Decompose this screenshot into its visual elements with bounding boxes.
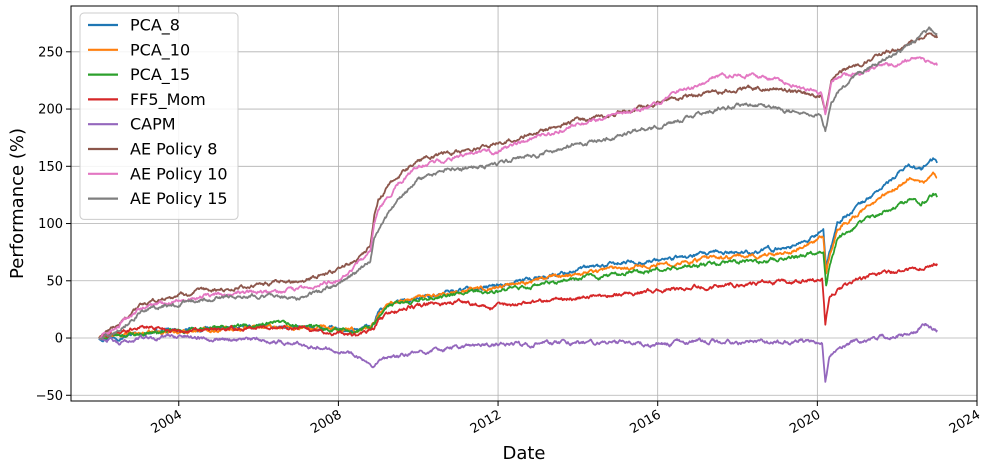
x-axis-label: Date (502, 443, 545, 464)
y-axis-label: Performance (%) (7, 128, 28, 279)
y-tick-label: 100 (38, 217, 63, 232)
series-line-4 (98, 323, 938, 383)
legend-label: PCA_8 (130, 16, 180, 36)
y-tick-label: 0 (55, 332, 63, 347)
x-tick-label: 2016 (628, 407, 664, 437)
legend-label: AE Policy 8 (130, 140, 217, 159)
y-tick-label: −50 (36, 389, 63, 404)
legend-box (79, 12, 239, 220)
legend-label: PCA_15 (130, 65, 190, 85)
legend-label: PCA_10 (130, 40, 190, 60)
y-tick-label: 150 (38, 160, 63, 175)
series-line-6 (98, 56, 938, 339)
series-layer (98, 26, 938, 383)
legend-label: FF5_Mom (130, 90, 206, 110)
y-axis-ticks: −50 0 50 100 150 200 250 (36, 45, 71, 404)
legend: PCA_8 PCA_10 PCA_15 FF5_Mom CAPM AE Policy 8 A… (79, 12, 239, 220)
legend-label: AE Policy 15 (130, 189, 228, 208)
y-tick-label: 200 (38, 103, 63, 118)
y-tick-label: 50 (46, 274, 63, 289)
x-tick-label: 2008 (308, 407, 344, 437)
series-line-2 (98, 192, 938, 341)
x-tick-label: 2012 (468, 407, 504, 437)
x-tick-label: 2020 (787, 407, 823, 437)
plot-frame (70, 5, 978, 402)
legend-label: AE Policy 10 (130, 164, 228, 183)
series-line-7 (98, 26, 938, 341)
x-axis-ticks: 2004 2008 2012 2016 2020 2024 (149, 401, 981, 437)
series-line-3 (98, 262, 938, 339)
x-tick-label: 2004 (149, 407, 185, 437)
x-tick-label: 2024 (947, 407, 981, 437)
legend-label: CAPM (130, 115, 176, 134)
y-tick-label: 250 (38, 45, 63, 60)
series-line-5 (98, 32, 938, 339)
